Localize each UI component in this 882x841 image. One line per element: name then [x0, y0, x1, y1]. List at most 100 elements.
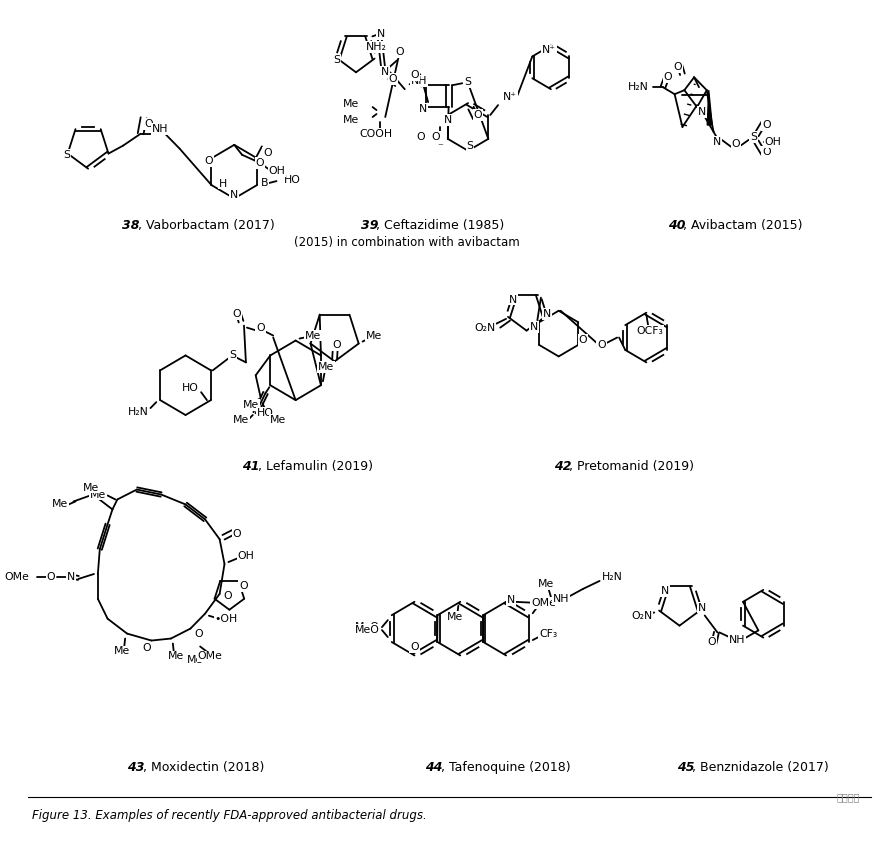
Text: NH: NH	[552, 594, 569, 604]
Text: N: N	[444, 115, 452, 125]
Text: Me: Me	[538, 579, 554, 589]
Text: Me: Me	[318, 362, 334, 373]
Text: COOH: COOH	[359, 129, 392, 139]
Text: N: N	[543, 309, 551, 319]
Text: Me: Me	[114, 647, 131, 657]
Text: O: O	[223, 591, 232, 600]
Text: S: S	[467, 140, 474, 151]
Text: N: N	[381, 67, 389, 77]
Text: HO: HO	[284, 175, 301, 185]
Text: O: O	[233, 529, 242, 539]
Text: 40: 40	[668, 220, 685, 232]
Text: OH: OH	[237, 551, 254, 561]
Text: N: N	[698, 107, 706, 117]
Text: O: O	[205, 156, 213, 167]
Text: O: O	[732, 139, 740, 149]
Text: N: N	[661, 586, 669, 596]
Text: O: O	[432, 132, 440, 142]
Text: N: N	[66, 572, 75, 582]
Text: N: N	[230, 191, 238, 200]
Text: O: O	[144, 119, 153, 129]
Text: H₂N: H₂N	[128, 407, 148, 417]
Text: O: O	[579, 335, 587, 345]
Text: O: O	[233, 309, 242, 319]
Text: , Benznidazole (2017): , Benznidazole (2017)	[692, 760, 829, 774]
Text: 39: 39	[361, 220, 378, 232]
Text: NH₂: NH₂	[366, 42, 387, 51]
Text: O: O	[389, 74, 398, 84]
Text: OH: OH	[269, 166, 286, 176]
Text: N⁺: N⁺	[542, 45, 556, 56]
Text: OMe: OMe	[198, 652, 222, 661]
Text: MeO: MeO	[355, 622, 380, 632]
Text: Me: Me	[187, 655, 204, 665]
Text: O: O	[395, 47, 404, 57]
Text: N: N	[377, 29, 385, 40]
Text: O: O	[256, 158, 265, 168]
Text: N: N	[509, 294, 517, 304]
Text: OMe: OMe	[531, 598, 556, 608]
Text: OCF₃: OCF₃	[636, 325, 662, 336]
Text: Me: Me	[343, 115, 359, 125]
Text: O: O	[257, 323, 265, 333]
Text: O₂N: O₂N	[631, 611, 652, 621]
Text: S: S	[333, 55, 340, 65]
Text: MeO: MeO	[355, 625, 380, 635]
Text: Me: Me	[89, 489, 106, 500]
Text: N: N	[698, 602, 706, 612]
Text: Me: Me	[233, 415, 249, 425]
Text: NH: NH	[729, 635, 745, 645]
Text: O: O	[663, 72, 672, 82]
Text: NH: NH	[152, 124, 168, 134]
Text: H₂N: H₂N	[602, 572, 623, 582]
Text: O: O	[762, 120, 771, 130]
Text: , Ceftazidime (1985): , Ceftazidime (1985)	[377, 220, 505, 232]
Text: H: H	[219, 178, 227, 188]
Text: CF₃: CF₃	[539, 629, 557, 639]
Text: O₂N: O₂N	[474, 323, 496, 333]
Text: Figure 13. Examples of recently FDA-approved antibacterial drugs.: Figure 13. Examples of recently FDA-appr…	[32, 809, 426, 822]
Text: Me: Me	[366, 331, 383, 341]
Text: HO: HO	[183, 383, 199, 394]
Text: N: N	[507, 595, 515, 605]
Text: O: O	[410, 643, 419, 653]
Text: S: S	[750, 132, 757, 142]
Text: Me: Me	[305, 331, 321, 341]
Text: 44: 44	[425, 760, 443, 774]
Text: O: O	[410, 71, 419, 80]
Text: S: S	[465, 77, 472, 87]
Text: •OH: •OH	[215, 614, 238, 624]
Text: NH: NH	[411, 77, 428, 87]
Text: O: O	[333, 341, 340, 351]
Text: O: O	[707, 637, 716, 648]
Text: O: O	[416, 132, 425, 142]
Text: O: O	[597, 341, 606, 351]
Text: O: O	[673, 62, 682, 72]
Text: , Avibactam (2015): , Avibactam (2015)	[684, 220, 803, 232]
Text: , Moxidectin (2018): , Moxidectin (2018)	[143, 760, 264, 774]
Text: HO: HO	[257, 408, 274, 418]
Text: , Tafenoquine (2018): , Tafenoquine (2018)	[441, 760, 571, 774]
Text: S: S	[228, 351, 235, 361]
Polygon shape	[707, 90, 712, 125]
Text: Me: Me	[52, 500, 69, 510]
Text: 45: 45	[676, 760, 694, 774]
Text: ⁻: ⁻	[437, 142, 443, 152]
Text: , Lefamulin (2019): , Lefamulin (2019)	[258, 460, 372, 473]
Text: (2015) in combination with avibactam: (2015) in combination with avibactam	[294, 236, 519, 249]
Text: O: O	[239, 581, 248, 591]
Text: N: N	[419, 104, 428, 114]
Text: , Pretomanid (2019): , Pretomanid (2019)	[570, 460, 694, 473]
Text: N⁺: N⁺	[503, 93, 517, 102]
Text: Me: Me	[243, 400, 259, 410]
Text: O: O	[263, 148, 272, 158]
Text: N: N	[530, 322, 539, 332]
Text: Me: Me	[447, 611, 464, 621]
Text: 38: 38	[123, 220, 139, 232]
Text: H₂N: H₂N	[628, 82, 649, 93]
Text: B: B	[261, 178, 269, 188]
Text: 41: 41	[242, 460, 259, 473]
Text: O: O	[47, 572, 56, 582]
Text: OMe: OMe	[4, 572, 30, 582]
Text: Me: Me	[270, 415, 287, 425]
